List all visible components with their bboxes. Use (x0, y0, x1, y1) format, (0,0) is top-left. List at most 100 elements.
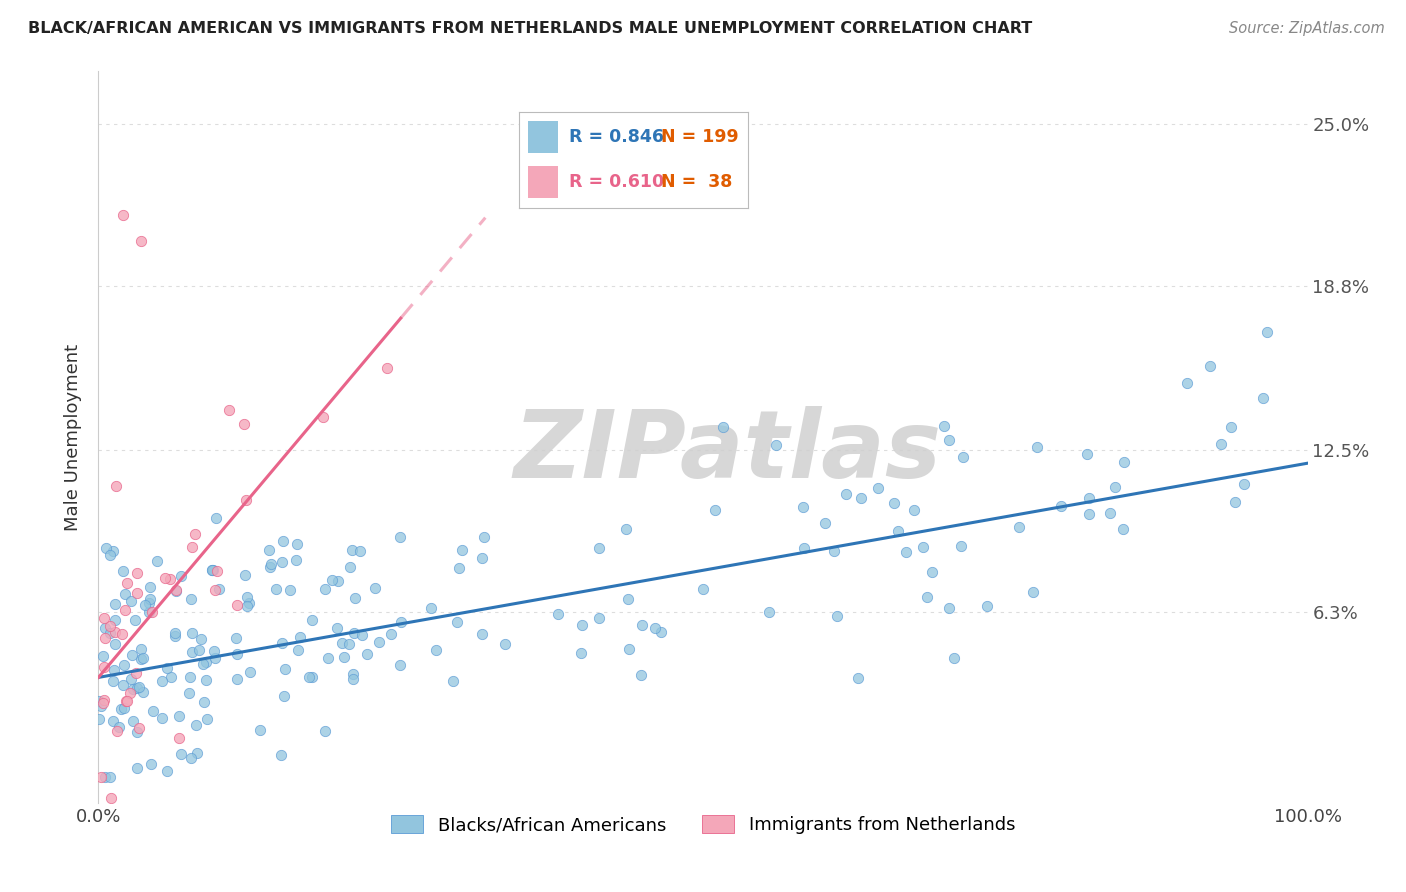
Point (343, 591, 366, 606)
Point (617, 641, 640, 656)
Point (98, 770, 121, 784)
Point (205, 564, 228, 578)
Point (204, 651, 226, 665)
Point (165, 583, 187, 598)
Point (287, 642, 309, 657)
Point (124, 613, 146, 627)
Point (115, 694, 138, 708)
Point (184, 718, 207, 732)
Point (129, 652, 152, 666)
Point (903, 503, 925, 517)
Point (471, 627, 494, 641)
Point (274, 662, 297, 676)
Point (758, 605, 780, 619)
Point (90, 698, 112, 713)
Point (170, 569, 193, 583)
Point (111, 564, 134, 578)
Point (122, 681, 145, 696)
Point (156, 764, 179, 778)
Point (792, 500, 814, 514)
Point (765, 438, 787, 452)
Point (364, 581, 387, 595)
Point (110, 702, 132, 716)
Point (271, 636, 294, 650)
Point (134, 599, 156, 613)
Point (630, 668, 652, 682)
Legend: Blacks/African Americans, Immigrants from Netherlands: Blacks/African Americans, Immigrants fro… (384, 807, 1022, 841)
Point (94, 631, 117, 645)
Point (121, 672, 143, 686)
Point (139, 592, 162, 607)
Point (208, 582, 231, 596)
Point (127, 681, 149, 695)
Point (93, 610, 115, 624)
Point (644, 621, 666, 635)
Point (165, 630, 187, 644)
Point (93, 693, 115, 707)
Point (298, 670, 321, 684)
Point (94, 541, 117, 555)
Point (1021, 585, 1043, 599)
Point (314, 724, 336, 739)
Point (547, 607, 569, 621)
Point (142, 704, 165, 718)
Point (259, 559, 281, 574)
Point (239, 665, 262, 680)
Point (1112, 522, 1135, 536)
Point (849, 491, 872, 506)
Point (896, 545, 918, 559)
Point (132, 685, 155, 699)
Point (105, 478, 128, 492)
Point (1220, 420, 1243, 434)
Point (141, 605, 163, 619)
Point (101, 714, 124, 728)
Point (1251, 391, 1274, 405)
Point (932, 419, 955, 434)
Point (471, 550, 494, 565)
Point (105, 724, 128, 739)
Point (179, 670, 201, 684)
Point (195, 655, 218, 669)
Point (122, 714, 145, 728)
Point (449, 561, 471, 575)
Point (631, 617, 654, 632)
FancyBboxPatch shape (529, 166, 558, 198)
Point (169, 731, 191, 745)
Point (588, 611, 610, 625)
Point (138, 605, 160, 619)
Point (146, 554, 169, 568)
Point (131, 641, 153, 656)
Point (342, 672, 364, 686)
Point (114, 603, 136, 617)
Point (202, 563, 225, 577)
Point (273, 533, 295, 548)
Point (260, 557, 283, 571)
Point (170, 747, 193, 761)
Point (703, 503, 725, 517)
Point (446, 615, 468, 630)
Point (225, 647, 247, 661)
Text: N =  38: N = 38 (661, 173, 733, 191)
Point (201, 563, 224, 577)
Point (233, 568, 256, 582)
Point (115, 694, 138, 708)
Point (235, 492, 257, 507)
Point (204, 582, 226, 597)
Point (103, 664, 125, 678)
Point (290, 630, 312, 644)
Point (167, 709, 190, 723)
FancyBboxPatch shape (529, 121, 558, 153)
Point (356, 647, 378, 661)
Point (349, 544, 371, 558)
Point (1026, 440, 1049, 454)
Point (321, 574, 343, 588)
Point (111, 208, 134, 222)
Point (443, 674, 465, 689)
Point (942, 650, 965, 665)
Point (180, 645, 202, 659)
Point (104, 613, 127, 627)
Point (129, 234, 152, 248)
Point (588, 541, 610, 556)
Point (89, 694, 111, 708)
Point (868, 481, 890, 495)
